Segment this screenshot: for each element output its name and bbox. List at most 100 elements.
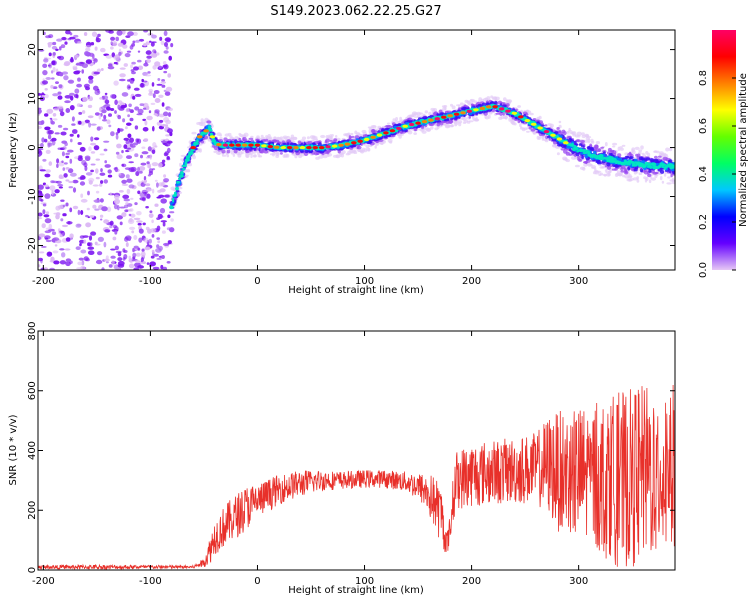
noise-blob — [43, 267, 49, 270]
ridge-point — [594, 144, 599, 149]
noise-blob — [79, 239, 85, 244]
ridge-point — [659, 176, 663, 181]
noise-blob — [83, 256, 89, 261]
noise-blob — [72, 179, 79, 184]
noise-blob — [95, 37, 102, 43]
ridge-peak — [556, 137, 563, 141]
noise-blob — [70, 138, 73, 143]
ridge-point — [418, 112, 423, 115]
noise-blob — [38, 264, 41, 268]
ridge-point — [578, 159, 583, 162]
noise-blob — [77, 77, 81, 82]
noise-blob — [119, 190, 124, 193]
noise-blob — [62, 224, 68, 228]
noise-blob — [110, 255, 116, 259]
ridge-point — [657, 155, 662, 158]
noise-blob — [129, 143, 134, 147]
noise-blob — [72, 67, 78, 71]
ridge-point — [587, 138, 591, 142]
noise-blob — [146, 193, 151, 199]
noise-blob — [118, 78, 126, 82]
ridge-peak — [351, 141, 357, 145]
noise-blob — [119, 73, 126, 78]
noise-blob — [39, 251, 45, 254]
ridge-point — [568, 127, 571, 132]
noise-blob — [85, 214, 89, 218]
noise-blob — [149, 210, 153, 213]
noise-blob — [84, 119, 90, 124]
noise-blob — [42, 70, 48, 76]
noise-blob — [95, 243, 101, 246]
ridge-point — [276, 152, 280, 156]
noise-blob — [137, 166, 140, 172]
ridge-point — [651, 177, 656, 181]
noise-blob — [158, 125, 164, 130]
noise-blob — [63, 127, 69, 131]
noise-blob — [145, 41, 150, 46]
noise-blob — [40, 245, 47, 248]
noise-blob — [128, 213, 132, 217]
ridge-point — [569, 148, 572, 152]
ridge-point — [301, 136, 307, 140]
noise-blob — [145, 206, 149, 209]
ridge-peak — [415, 121, 421, 125]
noise-blob — [80, 198, 88, 203]
ridge-peak — [331, 144, 338, 148]
noise-blob — [93, 71, 100, 75]
ridge-point — [603, 174, 607, 177]
noise-blob — [101, 206, 108, 212]
noise-blob — [57, 105, 64, 110]
noise-blob — [38, 108, 42, 114]
noise-blob — [72, 205, 79, 210]
noise-blob — [131, 230, 135, 234]
ridge-point — [598, 153, 604, 159]
noise-blob — [133, 66, 139, 71]
noise-blob — [38, 143, 41, 147]
noise-blob — [124, 236, 129, 242]
noise-blob — [163, 242, 170, 246]
noise-blob — [143, 62, 149, 67]
noise-blob — [38, 236, 41, 241]
noise-blob — [80, 193, 84, 198]
ridge-point — [617, 157, 622, 162]
noise-blob — [121, 150, 124, 154]
noise-blob — [134, 153, 139, 158]
noise-blob — [121, 30, 126, 35]
ridge-point — [206, 120, 212, 124]
noise-blob — [165, 125, 168, 131]
noise-blob — [146, 55, 152, 59]
noise-blob — [157, 213, 163, 219]
noise-blob — [103, 148, 108, 152]
noise-blob — [65, 30, 71, 35]
ridge-point — [582, 167, 586, 171]
noise-blob — [128, 161, 134, 164]
noise-blob — [81, 69, 84, 74]
noise-blob — [104, 92, 108, 96]
noise-blob — [114, 198, 120, 205]
noise-blob — [131, 61, 136, 65]
y-tick-label: 0 — [27, 567, 38, 573]
noise-blob — [106, 119, 111, 125]
noise-blob — [38, 92, 41, 96]
noise-blob — [60, 218, 64, 222]
noise-blob — [144, 74, 152, 77]
noise-blob — [50, 70, 54, 74]
noise-blob — [83, 239, 87, 244]
noise-blob — [141, 146, 146, 149]
x-tick-label: -100 — [139, 576, 162, 587]
ridge-point — [470, 98, 475, 102]
noise-blob — [92, 204, 97, 209]
noise-blob — [41, 94, 45, 98]
ridge-peak — [550, 133, 556, 137]
noise-blob — [135, 39, 140, 43]
ridge-point — [329, 139, 333, 142]
noise-blob — [157, 78, 161, 81]
ridge-peak — [248, 143, 254, 147]
noise-blob — [101, 109, 107, 114]
noise-blob — [67, 149, 74, 153]
snr-y-axis-label: SNR (10 * v/v) — [8, 414, 19, 485]
noise-blob — [81, 63, 88, 68]
noise-blob — [52, 93, 59, 97]
ridge-point — [367, 140, 373, 144]
colorbar-tick-label: 0.4 — [698, 166, 709, 182]
